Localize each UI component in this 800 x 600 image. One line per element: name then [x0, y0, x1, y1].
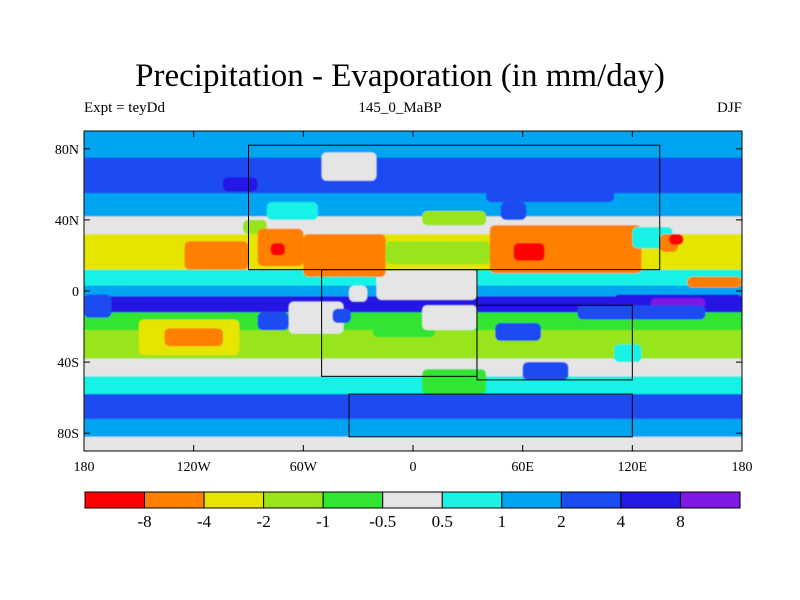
- colorbar-swatch: [263, 491, 324, 509]
- zonal-band: [84, 376, 742, 395]
- field-region: [385, 241, 490, 265]
- field-region: [668, 234, 684, 245]
- time-label: 145_0_MaBP: [358, 100, 442, 116]
- zonal-band: [84, 394, 742, 420]
- continent-outline: [476, 304, 633, 381]
- x-tick-label: 60E: [511, 460, 534, 475]
- colorbar-swatch: [84, 491, 146, 509]
- field-region: [495, 323, 541, 341]
- coastline-layer: [248, 144, 661, 438]
- field-region: [321, 152, 377, 181]
- field-region: [489, 225, 642, 274]
- field-region: [687, 276, 742, 288]
- zonal-band: [84, 296, 742, 313]
- zonal-band: [84, 419, 742, 438]
- colorbar-level-label: -1: [316, 512, 330, 531]
- x-tick-label: 60W: [290, 460, 318, 475]
- y-tick-label: 40S: [57, 356, 79, 371]
- field-region: [614, 344, 642, 363]
- field-region: [500, 202, 527, 220]
- colorbar-level-label: -4: [197, 512, 212, 531]
- field-region: [270, 243, 286, 256]
- colorbar-swatch: [620, 491, 681, 509]
- x-tick-label: 120W: [177, 460, 212, 475]
- colorbar-swatch: [560, 491, 622, 509]
- colorbar-swatch: [501, 491, 562, 509]
- field-region: [422, 211, 487, 226]
- colorbar-swatch: [144, 491, 205, 509]
- continent-outline: [348, 393, 633, 438]
- chart-title: Precipitation - Evaporation (in mm/day): [135, 58, 665, 94]
- zonal-band: [84, 193, 742, 217]
- field-region: [577, 305, 706, 320]
- experiment-label: Expt = teyDd: [84, 100, 165, 116]
- field-region: [84, 294, 112, 318]
- x-tick-label: 0: [410, 460, 417, 475]
- colorbar-swatch: [203, 491, 265, 509]
- zonal-band: [84, 157, 742, 194]
- x-tick-label: 120E: [618, 460, 648, 475]
- y-tick-label: 40N: [55, 214, 79, 229]
- field-region: [332, 308, 351, 323]
- field-region: [513, 243, 545, 261]
- colorbar-swatch: [679, 491, 741, 509]
- zonal-band: [84, 312, 742, 331]
- y-tick-label: 80S: [57, 427, 79, 442]
- field-region: [522, 362, 569, 380]
- colorbar-level-label: 4: [617, 512, 626, 531]
- zonal-band: [84, 358, 742, 377]
- field-region: [349, 285, 368, 302]
- field-region: [486, 166, 615, 203]
- season-label: DJF: [716, 100, 742, 116]
- colorbar-level-label: 8: [676, 512, 685, 531]
- colorbar-level-label: -8: [137, 512, 151, 531]
- colorbar-level-label: -0.5: [369, 512, 396, 531]
- field-region: [288, 301, 344, 334]
- colorbar-swatch: [382, 491, 443, 509]
- field-region: [184, 241, 249, 270]
- field-region: [372, 323, 435, 338]
- colorbar-level-label: 1: [498, 512, 507, 531]
- field-region: [222, 177, 258, 192]
- field-region: [422, 369, 487, 395]
- field-region: [266, 202, 318, 220]
- field-region: [376, 269, 477, 300]
- zonal-band: [84, 436, 742, 451]
- field-region: [164, 328, 223, 347]
- x-tick-label: 180: [74, 460, 95, 475]
- field-region: [303, 234, 386, 277]
- colorbar-level-label: 2: [557, 512, 566, 531]
- field-layer: [84, 131, 742, 451]
- axis-ticks: 180 120W 60W 0 60E 120E 180 80N 40N 0 40S 80S: [55, 131, 753, 475]
- colorbar-swatch: [322, 491, 384, 509]
- colorbar: -8 -4 -2 -1 -0.5 0.5 1 2 4 8: [84, 491, 741, 531]
- y-tick-label: 0: [72, 285, 79, 300]
- colorbar-level-label: -2: [257, 512, 271, 531]
- colorbar-level-label: 0.5: [432, 512, 453, 531]
- x-tick-label: 180: [732, 460, 753, 475]
- field-region: [257, 312, 289, 331]
- field-region: [422, 305, 477, 331]
- colorbar-swatch: [441, 491, 503, 509]
- y-tick-label: 80N: [55, 143, 79, 158]
